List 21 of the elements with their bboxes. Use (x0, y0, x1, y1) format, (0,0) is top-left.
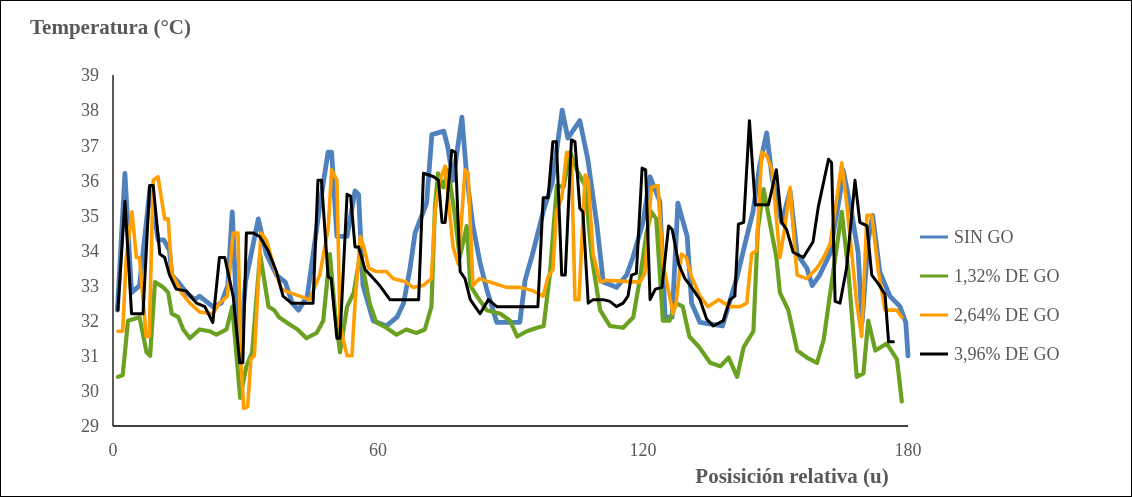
y-tick-label: 33 (81, 275, 99, 296)
x-axis-title: Posisición relativa (u) (695, 464, 889, 488)
x-tick-label: 120 (629, 440, 657, 461)
y-tick-label: 38 (81, 100, 99, 121)
y-tick-label: 36 (81, 170, 99, 191)
legend-label: 2,64% DE GO (954, 305, 1060, 326)
y-tick-label: 39 (81, 65, 99, 86)
x-tick-label: 60 (369, 440, 387, 461)
y-axis-title: Temperatura (°C) (30, 15, 192, 39)
legend-label: 3,96% DE GO (954, 344, 1060, 365)
legend-label: SIN GO (954, 227, 1014, 248)
x-tick-label: 0 (108, 440, 118, 461)
legend-label: 1,32% DE GO (954, 266, 1060, 287)
y-tick-label: 32 (81, 311, 99, 331)
y-tick-label: 30 (81, 381, 99, 402)
y-tick-label: 29 (81, 416, 99, 437)
y-tick-label: 37 (81, 135, 99, 156)
y-tick-label: 34 (81, 240, 99, 261)
y-tick-label: 35 (81, 205, 99, 226)
y-tick-label: 31 (81, 346, 99, 367)
x-tick-label: 180 (894, 440, 922, 461)
